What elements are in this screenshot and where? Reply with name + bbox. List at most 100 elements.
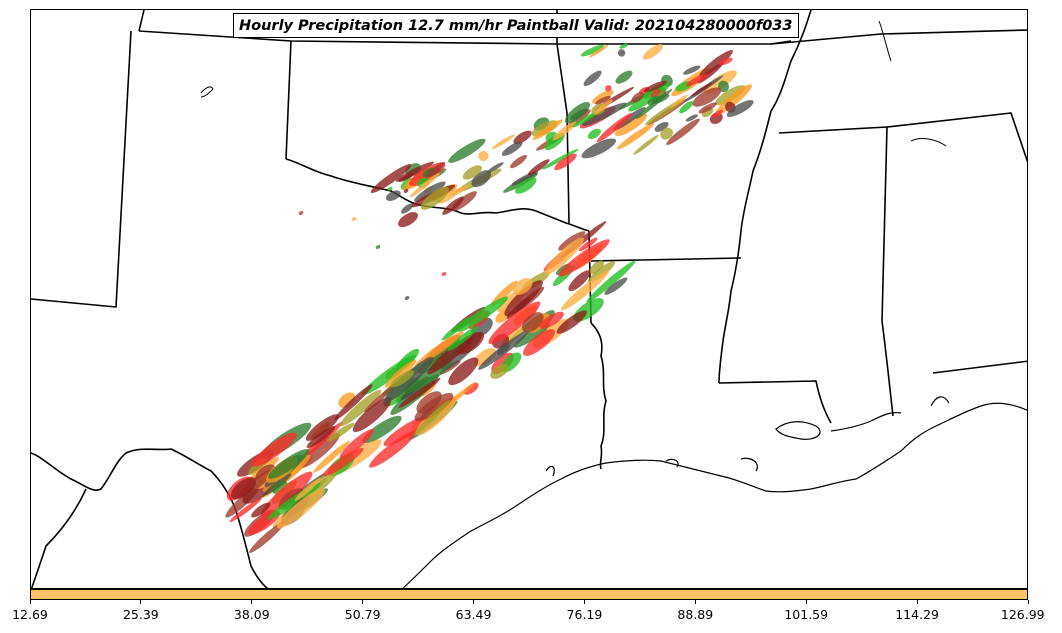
precip-blob bbox=[383, 415, 430, 447]
gulf-coastline bbox=[402, 396, 1027, 588]
colorbar-tick-label: 38.09 bbox=[233, 607, 270, 622]
precip-blob bbox=[726, 100, 754, 117]
precip-blob bbox=[504, 280, 543, 317]
precip-blob bbox=[488, 301, 541, 345]
precip-blob bbox=[604, 277, 628, 295]
precip-blob bbox=[361, 354, 416, 396]
precip-blob bbox=[589, 260, 605, 274]
colorbar-tick-mark bbox=[140, 600, 142, 604]
precip-blob bbox=[572, 110, 601, 128]
colorbar-tick-label: 12.69 bbox=[12, 607, 48, 622]
precip-blob bbox=[582, 102, 627, 126]
precip-blob bbox=[229, 498, 262, 523]
precip-blob bbox=[719, 57, 733, 66]
precip-blob bbox=[415, 331, 464, 367]
precip-blob bbox=[276, 488, 326, 529]
precip-blob bbox=[414, 181, 446, 202]
colorbar-tick-mark bbox=[1027, 600, 1029, 604]
precip-blob bbox=[631, 91, 644, 103]
precip-blob bbox=[298, 211, 304, 215]
precip-blob bbox=[512, 278, 533, 295]
precip-blob bbox=[398, 173, 414, 182]
precip-blob bbox=[398, 212, 418, 228]
precip-blob bbox=[699, 49, 734, 78]
precip-blob bbox=[306, 426, 336, 448]
precip-blob bbox=[605, 85, 612, 92]
precip-blob bbox=[532, 119, 563, 140]
precip-blob bbox=[249, 520, 286, 553]
precip-blob bbox=[427, 334, 475, 375]
precip-blob bbox=[441, 272, 447, 276]
sabine-river bbox=[590, 322, 607, 470]
precip-blob bbox=[441, 316, 472, 341]
colorbar-tick-mark bbox=[29, 600, 31, 604]
paintball-precipitation-layer bbox=[225, 43, 754, 553]
precip-blob bbox=[492, 134, 515, 149]
precip-blob bbox=[583, 70, 602, 86]
rio-grande-west bbox=[31, 488, 87, 588]
precip-blob bbox=[539, 311, 564, 329]
precip-blob bbox=[595, 95, 611, 105]
precip-blob bbox=[527, 159, 550, 176]
oklahoma-arkansas-border bbox=[556, 43, 570, 224]
precip-blob bbox=[351, 217, 357, 221]
precip-blob bbox=[580, 44, 604, 57]
precip-blob bbox=[587, 128, 601, 140]
precip-blob bbox=[464, 382, 479, 395]
colorbar-tick-mark bbox=[805, 600, 807, 604]
precip-blob bbox=[541, 148, 579, 170]
colorbar-tick-label: 50.79 bbox=[344, 607, 381, 622]
precip-blob bbox=[581, 138, 617, 159]
precip-blob bbox=[387, 187, 393, 191]
precip-blob bbox=[691, 82, 712, 97]
precip-blob bbox=[515, 177, 537, 194]
precip-blob bbox=[413, 400, 450, 436]
precip-blob bbox=[615, 70, 633, 84]
louisiana-mississippi-border bbox=[718, 380, 832, 424]
precip-blob bbox=[592, 90, 614, 104]
tennessee-border bbox=[770, 29, 1027, 45]
lakes bbox=[200, 20, 947, 147]
precip-blob bbox=[339, 428, 374, 459]
precip-blob bbox=[398, 377, 441, 408]
precip-blob bbox=[660, 127, 673, 140]
colorbar-tick-label: 76.19 bbox=[566, 607, 603, 622]
precip-blob bbox=[340, 389, 382, 427]
precip-blob bbox=[586, 260, 636, 303]
precip-blob bbox=[614, 113, 648, 137]
precip-blob bbox=[686, 74, 707, 87]
precip-blob bbox=[457, 296, 509, 332]
precip-blob bbox=[558, 231, 586, 251]
precip-blob bbox=[654, 121, 669, 132]
precip-blob bbox=[478, 330, 529, 370]
precip-blob bbox=[560, 270, 609, 311]
precip-blob bbox=[588, 261, 616, 283]
precip-blob bbox=[506, 297, 531, 319]
florida-panhandle-border bbox=[932, 360, 1027, 374]
precip-blob bbox=[616, 123, 655, 150]
colorbar-tick-mark bbox=[583, 600, 585, 604]
colorado-nm-border bbox=[138, 10, 145, 32]
precip-blob bbox=[385, 190, 401, 201]
precip-blob bbox=[596, 113, 633, 143]
mississippi-river bbox=[718, 10, 812, 384]
precip-blob bbox=[554, 153, 577, 171]
precip-blob bbox=[666, 118, 700, 146]
precip-blob bbox=[478, 150, 489, 162]
colorbar bbox=[30, 589, 1028, 600]
precip-blob bbox=[447, 326, 479, 351]
precip-blob bbox=[375, 245, 381, 249]
precip-blob bbox=[670, 94, 688, 108]
missouri-south-border bbox=[557, 40, 792, 45]
precip-blob bbox=[448, 357, 479, 386]
precip-blob bbox=[268, 448, 310, 479]
precip-blob bbox=[513, 130, 532, 144]
precip-blob bbox=[558, 239, 610, 277]
precip-blob bbox=[679, 101, 694, 114]
precip-blob bbox=[404, 296, 410, 300]
precip-blob bbox=[403, 189, 409, 193]
precip-blob bbox=[390, 370, 415, 388]
precip-blob bbox=[300, 432, 341, 468]
colorbar-tick-mark bbox=[473, 600, 475, 604]
precip-blob bbox=[578, 237, 598, 252]
